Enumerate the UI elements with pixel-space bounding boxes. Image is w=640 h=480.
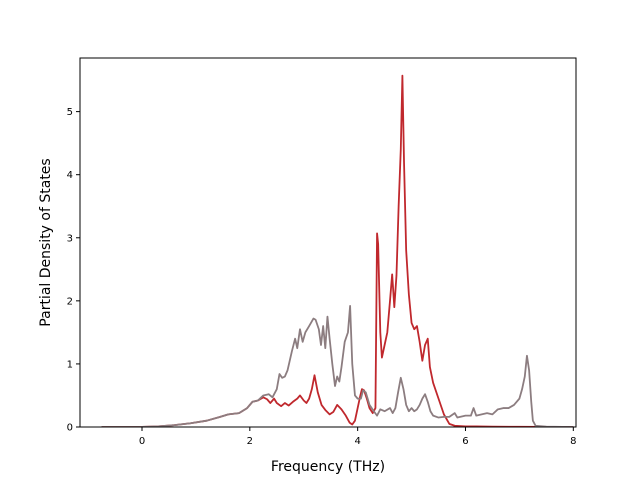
series-line-1	[101, 74, 574, 427]
y-tick-label: 5	[67, 107, 73, 118]
y-tick-label: 0	[67, 423, 73, 434]
y-tick-label: 4	[67, 170, 73, 181]
series-layer	[101, 74, 574, 427]
y-tick-label: 1	[67, 359, 73, 370]
y-tick-label: 3	[67, 233, 73, 244]
x-tick-label: 4	[354, 436, 360, 447]
series-line-2	[101, 304, 574, 427]
x-axis-ticks: 0 2 4 6 8	[139, 427, 576, 447]
x-tick-label: 2	[247, 436, 253, 447]
x-tick-label: 6	[462, 436, 468, 447]
x-axis-label: Frequency (THz)	[271, 459, 385, 475]
x-tick-label: 8	[570, 436, 576, 447]
y-axis-ticks: 0 1 2 3 4 5	[67, 107, 80, 434]
y-tick-label: 2	[67, 296, 73, 307]
plot-frame	[79, 57, 577, 428]
plot-area	[80, 58, 576, 427]
y-axis-label: Partial Density of States	[38, 158, 54, 326]
x-tick-label: 0	[139, 436, 145, 447]
